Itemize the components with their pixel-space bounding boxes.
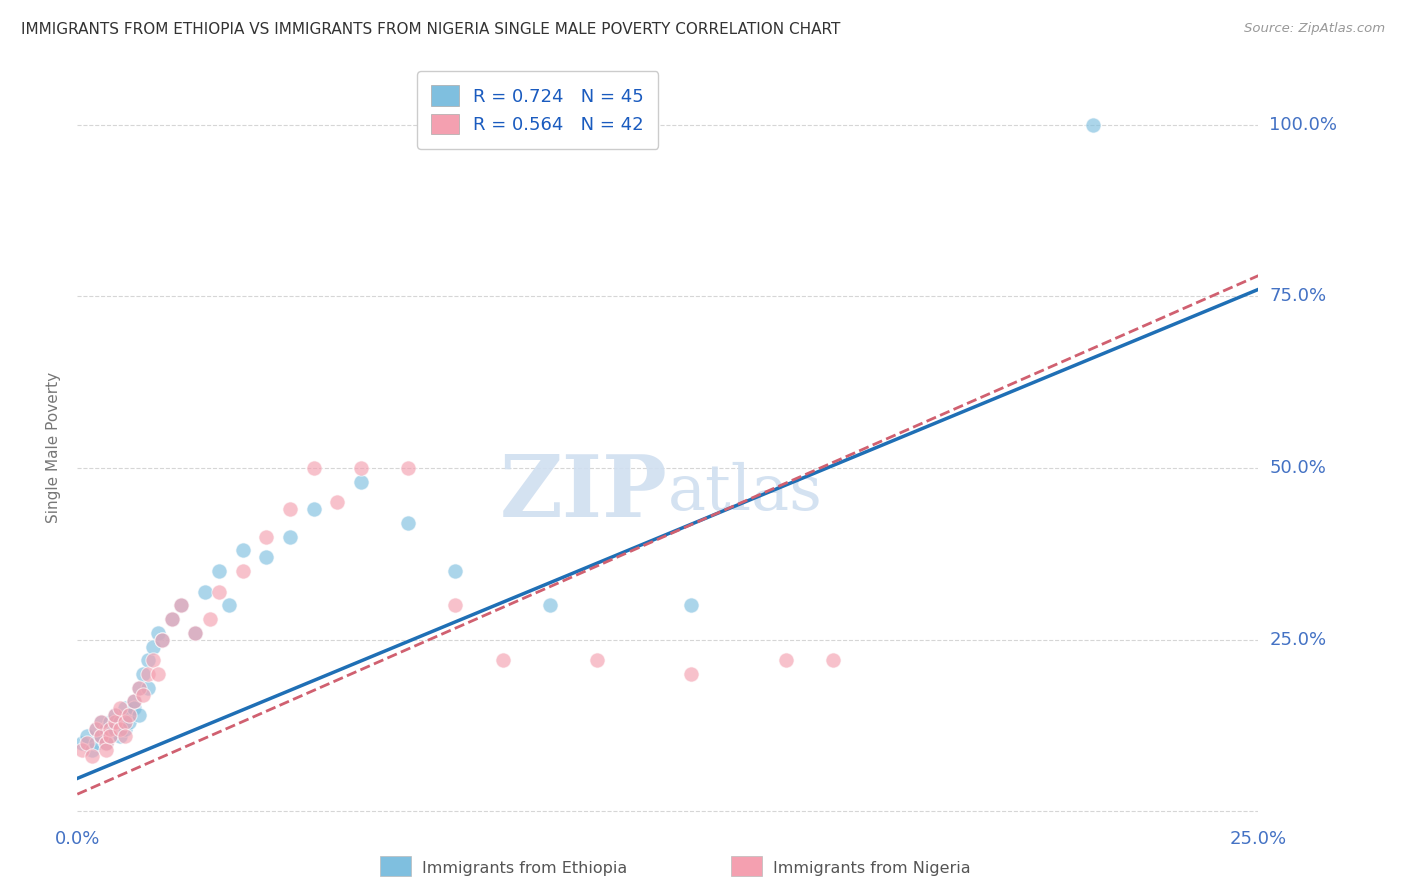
Point <box>198 612 221 626</box>
Text: Immigrants from Nigeria: Immigrants from Nigeria <box>773 862 972 876</box>
Point <box>90 715 112 730</box>
Point <box>326 495 349 509</box>
Point <box>194 584 217 599</box>
Point <box>90 729 112 743</box>
Point <box>132 688 155 702</box>
Point <box>150 632 173 647</box>
Point <box>76 729 98 743</box>
Text: 50.0%: 50.0% <box>1270 459 1326 477</box>
Point <box>104 708 127 723</box>
Point <box>775 653 797 667</box>
Point <box>586 653 609 667</box>
Point <box>76 736 98 750</box>
Point <box>128 681 150 695</box>
Point <box>114 729 136 743</box>
Point <box>350 475 373 489</box>
Point <box>396 461 419 475</box>
Point <box>302 461 325 475</box>
Point <box>208 584 231 599</box>
Point <box>681 667 703 681</box>
Point <box>823 653 845 667</box>
Point <box>146 625 169 640</box>
Point <box>108 715 131 730</box>
Point <box>142 640 165 654</box>
Text: Immigrants from Ethiopia: Immigrants from Ethiopia <box>422 862 627 876</box>
Point <box>208 564 231 578</box>
Point <box>132 667 155 681</box>
Point <box>104 708 127 723</box>
Point <box>444 564 467 578</box>
Point <box>491 653 513 667</box>
Point <box>128 708 150 723</box>
Point <box>122 694 145 708</box>
Text: Source: ZipAtlas.com: Source: ZipAtlas.com <box>1244 22 1385 36</box>
Point <box>70 742 93 756</box>
Text: atlas: atlas <box>668 462 823 524</box>
Point <box>84 722 107 736</box>
Point <box>136 653 159 667</box>
Point <box>118 708 141 723</box>
Point <box>118 708 141 723</box>
Point <box>108 722 131 736</box>
Text: 75.0%: 75.0% <box>1270 287 1327 305</box>
Legend: R = 0.724   N = 45, R = 0.564   N = 42: R = 0.724 N = 45, R = 0.564 N = 42 <box>418 71 658 149</box>
Point <box>122 694 145 708</box>
Point <box>136 667 159 681</box>
Point <box>100 722 122 736</box>
Point <box>94 722 117 736</box>
Point <box>114 715 136 730</box>
Point <box>94 742 117 756</box>
Point <box>218 599 240 613</box>
Point <box>184 625 207 640</box>
Point <box>114 722 136 736</box>
Point <box>146 667 169 681</box>
Point <box>184 625 207 640</box>
Point <box>681 599 703 613</box>
Point <box>108 701 131 715</box>
Point <box>104 715 127 730</box>
Point <box>80 749 103 764</box>
Point <box>94 736 117 750</box>
Text: ZIP: ZIP <box>501 450 668 534</box>
Point <box>302 502 325 516</box>
Point <box>444 599 467 613</box>
Text: 100.0%: 100.0% <box>1270 116 1337 134</box>
Point <box>160 612 183 626</box>
Point <box>170 599 193 613</box>
Point <box>278 530 301 544</box>
Point <box>114 701 136 715</box>
Point <box>136 681 159 695</box>
Point <box>350 461 373 475</box>
Point <box>254 550 277 565</box>
Point <box>90 729 112 743</box>
Point <box>128 681 150 695</box>
Point <box>90 715 112 730</box>
Point <box>84 736 107 750</box>
Point <box>254 530 277 544</box>
Y-axis label: Single Male Poverty: Single Male Poverty <box>46 372 62 523</box>
Point <box>160 612 183 626</box>
Point <box>104 722 127 736</box>
Point <box>100 729 122 743</box>
Text: IMMIGRANTS FROM ETHIOPIA VS IMMIGRANTS FROM NIGERIA SINGLE MALE POVERTY CORRELAT: IMMIGRANTS FROM ETHIOPIA VS IMMIGRANTS F… <box>21 22 841 37</box>
Point <box>100 715 122 730</box>
Point <box>118 715 141 730</box>
Point <box>80 742 103 756</box>
Point <box>84 722 107 736</box>
Point <box>150 632 173 647</box>
Point <box>94 736 117 750</box>
Point <box>1081 118 1104 132</box>
Text: 25.0%: 25.0% <box>1270 631 1327 648</box>
Point <box>232 543 254 558</box>
Point <box>70 736 93 750</box>
Point <box>278 502 301 516</box>
Point <box>142 653 165 667</box>
Point <box>232 564 254 578</box>
Point <box>100 729 122 743</box>
Point <box>538 599 561 613</box>
Point <box>396 516 419 530</box>
Point <box>170 599 193 613</box>
Point <box>122 701 145 715</box>
Point <box>108 729 131 743</box>
